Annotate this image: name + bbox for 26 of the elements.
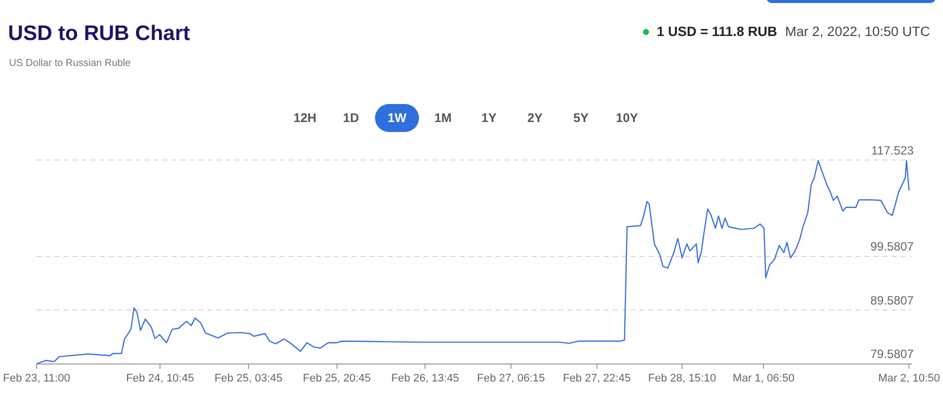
y-tick-label: 79.5807	[870, 347, 914, 362]
text: 2Y	[526, 110, 544, 127]
x-tick-label: Mar 2, 10:50	[878, 372, 940, 384]
y-tick-label: 117.523	[871, 143, 914, 158]
text: 1Y	[480, 110, 498, 127]
text: 10Y	[614, 110, 640, 127]
y-tick-label: 89.5807	[870, 293, 914, 308]
y-tick-label: 99.5807	[870, 240, 914, 254]
chart-subtitle: US Dollar to Russian Ruble	[9, 58, 131, 69]
x-tick-label: Feb 27, 06:15	[477, 372, 545, 384]
x-tick-label: Feb 27, 22:45	[562, 372, 631, 384]
text: 1W	[375, 104, 419, 132]
x-tick-label: Feb 24, 10:45	[126, 372, 194, 384]
text: 1D	[342, 110, 360, 127]
x-tick-label: Feb 26, 13:45	[391, 372, 460, 384]
text: 1M	[433, 110, 453, 127]
text: 5Y	[572, 110, 590, 127]
x-tick-label: Feb 25, 20:45	[302, 372, 371, 384]
x-tick-label: Feb 25, 03:45	[214, 372, 282, 384]
x-tick-label: Feb 23, 11:00	[2, 372, 70, 384]
x-tick-label: Mar 1, 06:50	[732, 372, 794, 384]
chart-title: USD to RUB Chart	[8, 22, 190, 46]
text: Mar 2, 2022, 10:50 UTC	[785, 24, 930, 39]
text: 12H	[292, 110, 318, 127]
text: 1 USD = 111.8 RUB	[656, 24, 778, 39]
x-tick-label: Feb 28, 15:10	[648, 372, 716, 384]
